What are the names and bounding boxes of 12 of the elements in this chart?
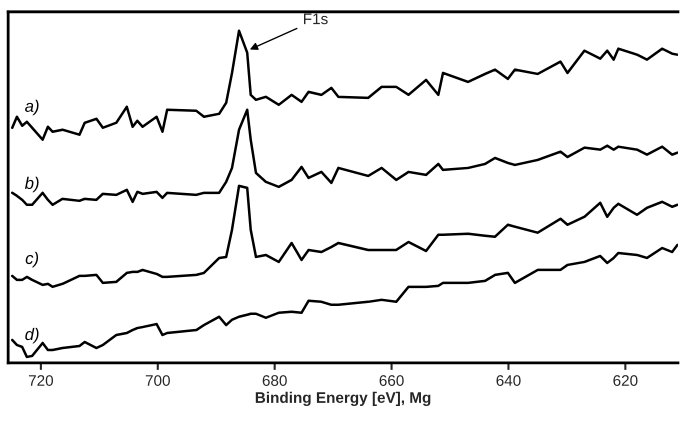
series-label: c): [26, 252, 38, 268]
series-label: d): [25, 328, 39, 344]
x-tick-label: 680: [262, 375, 287, 386]
x-tick-label: 700: [146, 375, 170, 386]
x-tick-label: 720: [28, 375, 54, 386]
annotation: F1s: [304, 14, 328, 24]
x-tick-label: 640: [496, 375, 521, 386]
x-tick-label: 620: [613, 375, 638, 386]
series-label: b): [24, 176, 39, 192]
series-label: a): [25, 100, 39, 116]
x-axis-title: Binding Energy [eV], Mg: [256, 392, 430, 406]
x-tick-label: 660: [380, 375, 404, 386]
